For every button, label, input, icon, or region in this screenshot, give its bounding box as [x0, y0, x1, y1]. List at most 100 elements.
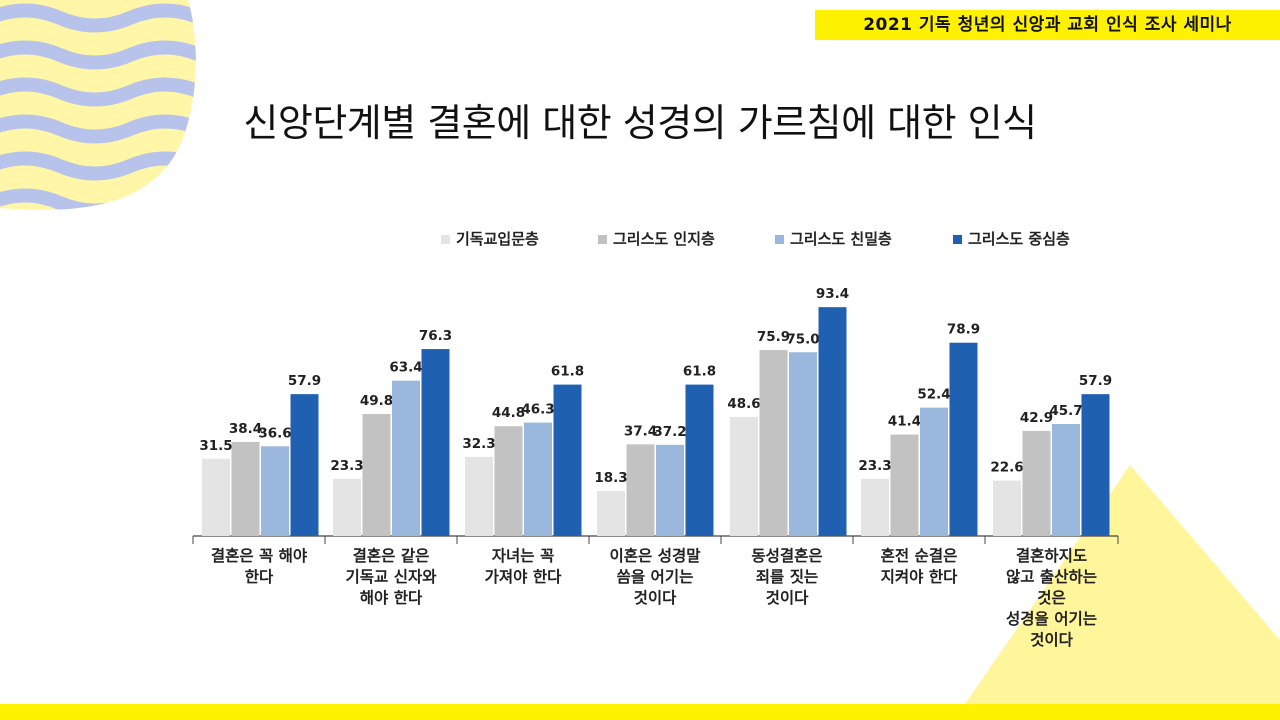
value-label: 52.4 — [917, 387, 950, 403]
category-label-line: 가져야 한다 — [484, 568, 562, 586]
value-label: 46.3 — [521, 402, 554, 418]
category-label-line: 것이다 — [1030, 631, 1073, 649]
bar-1-5 — [730, 416, 758, 536]
value-label: 61.8 — [551, 364, 584, 380]
legend-item-3: 그리스도 친밀층 — [775, 230, 892, 248]
bar-1-4 — [597, 491, 625, 536]
value-label: 49.8 — [360, 393, 393, 409]
category-label-line: 혼전 순결은 — [880, 547, 958, 565]
bar-3-3 — [524, 422, 552, 536]
category-label-line: 것이다 — [633, 589, 677, 607]
page-title: 신앙단계별 결혼에 대한 성경의 가르침에 대한 인식 — [243, 101, 1037, 145]
bar-2-5 — [759, 350, 788, 536]
bar-4-6 — [949, 342, 978, 536]
category-label-line: 기독교 신자와 — [345, 568, 437, 586]
bar-1-3 — [465, 456, 493, 536]
category-label-line: 자녀는 꼭 — [491, 547, 555, 565]
value-label: 37.4 — [624, 423, 657, 439]
bar-3-5 — [789, 352, 817, 536]
bar-2-2 — [362, 413, 391, 536]
value-label: 61.8 — [683, 364, 716, 380]
bar-1-7 — [993, 480, 1021, 536]
bar-3-1 — [261, 446, 289, 536]
category-label-line: 결혼하지도 — [1015, 547, 1088, 565]
bar-4-4 — [685, 384, 714, 536]
bar-4-3 — [553, 384, 582, 536]
value-label: 42.9 — [1020, 410, 1053, 426]
bar-4-7 — [1081, 394, 1110, 536]
value-label: 78.9 — [947, 322, 980, 338]
value-label: 36.6 — [258, 425, 291, 441]
value-label: 23.3 — [858, 458, 891, 474]
bar-3-6 — [920, 407, 948, 536]
legend-item-4: 그리스도 중심층 — [953, 230, 1070, 248]
value-label: 32.3 — [462, 436, 495, 452]
value-label: 23.3 — [330, 458, 363, 474]
value-label: 76.3 — [419, 328, 452, 344]
bar-1-2 — [333, 478, 361, 536]
value-label: 41.4 — [888, 414, 921, 430]
category-label-line: 결혼은 같은 — [352, 547, 430, 565]
value-label: 45.7 — [1049, 403, 1082, 419]
category-label-line: 동성결혼은 — [751, 547, 823, 565]
value-label: 37.2 — [653, 424, 686, 440]
category-label-line: 해야 한다 — [359, 589, 423, 607]
value-label: 38.4 — [229, 421, 262, 437]
legend-item-2: 그리스도 인지층 — [598, 230, 715, 248]
category-label-line: 죄를 짓는 — [755, 568, 819, 586]
bar-2-3 — [494, 426, 523, 536]
category-label-line: 씀을 어기는 — [616, 568, 694, 586]
bottom-bar — [0, 704, 1280, 720]
bar-2-4 — [626, 444, 655, 536]
bar-3-2 — [392, 380, 420, 536]
bar-2-7 — [1022, 430, 1051, 536]
yellow-triangle — [965, 465, 1280, 704]
category-label-line: 것은 — [1037, 589, 1066, 607]
bar-2-1 — [231, 441, 260, 536]
legend-label: 그리스도 인지층 — [613, 230, 715, 248]
bar-3-4 — [656, 444, 684, 536]
legend-label: 그리스도 중심층 — [968, 230, 1070, 248]
category-label-line: 지켜야 한다 — [880, 568, 958, 586]
bar-2-6 — [890, 434, 919, 536]
value-label: 57.9 — [1079, 373, 1112, 389]
value-label: 22.6 — [990, 460, 1023, 476]
bar-1-1 — [202, 458, 230, 536]
legend-item-1: 기독교입문층 — [441, 230, 539, 248]
value-label: 48.6 — [727, 396, 760, 412]
value-label: 93.4 — [816, 286, 849, 302]
legend-swatch — [441, 235, 450, 244]
legend-label: 그리스도 친밀층 — [790, 230, 892, 248]
category-label-line: 않고 출산하는 — [1006, 568, 1097, 586]
value-label: 63.4 — [389, 360, 422, 376]
value-label: 44.8 — [492, 405, 525, 421]
legend-swatch — [598, 235, 607, 244]
value-label: 75.0 — [786, 331, 819, 347]
bar-4-1 — [290, 394, 319, 536]
bar-4-5 — [818, 307, 847, 536]
seminar-banner: 2021 기독 청년의 신앙과 교회 인식 조사 세미나 — [815, 10, 1280, 40]
value-label: 57.9 — [288, 373, 321, 389]
bar-4-2 — [421, 349, 450, 536]
bar-1-6 — [861, 478, 889, 536]
category-label-line: 것이다 — [765, 589, 809, 607]
category-label-line: 한다 — [244, 568, 274, 586]
legend-swatch — [953, 235, 962, 244]
category-label-line: 결혼은 꼭 해야 — [210, 547, 308, 565]
category-label-line: 성경을 어기는 — [1006, 610, 1097, 628]
value-label: 31.5 — [199, 438, 232, 454]
bar-3-7 — [1052, 424, 1080, 536]
legend-label: 기독교입문층 — [456, 230, 539, 248]
wave-blob — [0, 0, 196, 210]
legend-swatch — [775, 235, 784, 244]
category-label-line: 이혼은 성경말 — [609, 547, 701, 565]
value-label: 75.9 — [757, 329, 790, 345]
